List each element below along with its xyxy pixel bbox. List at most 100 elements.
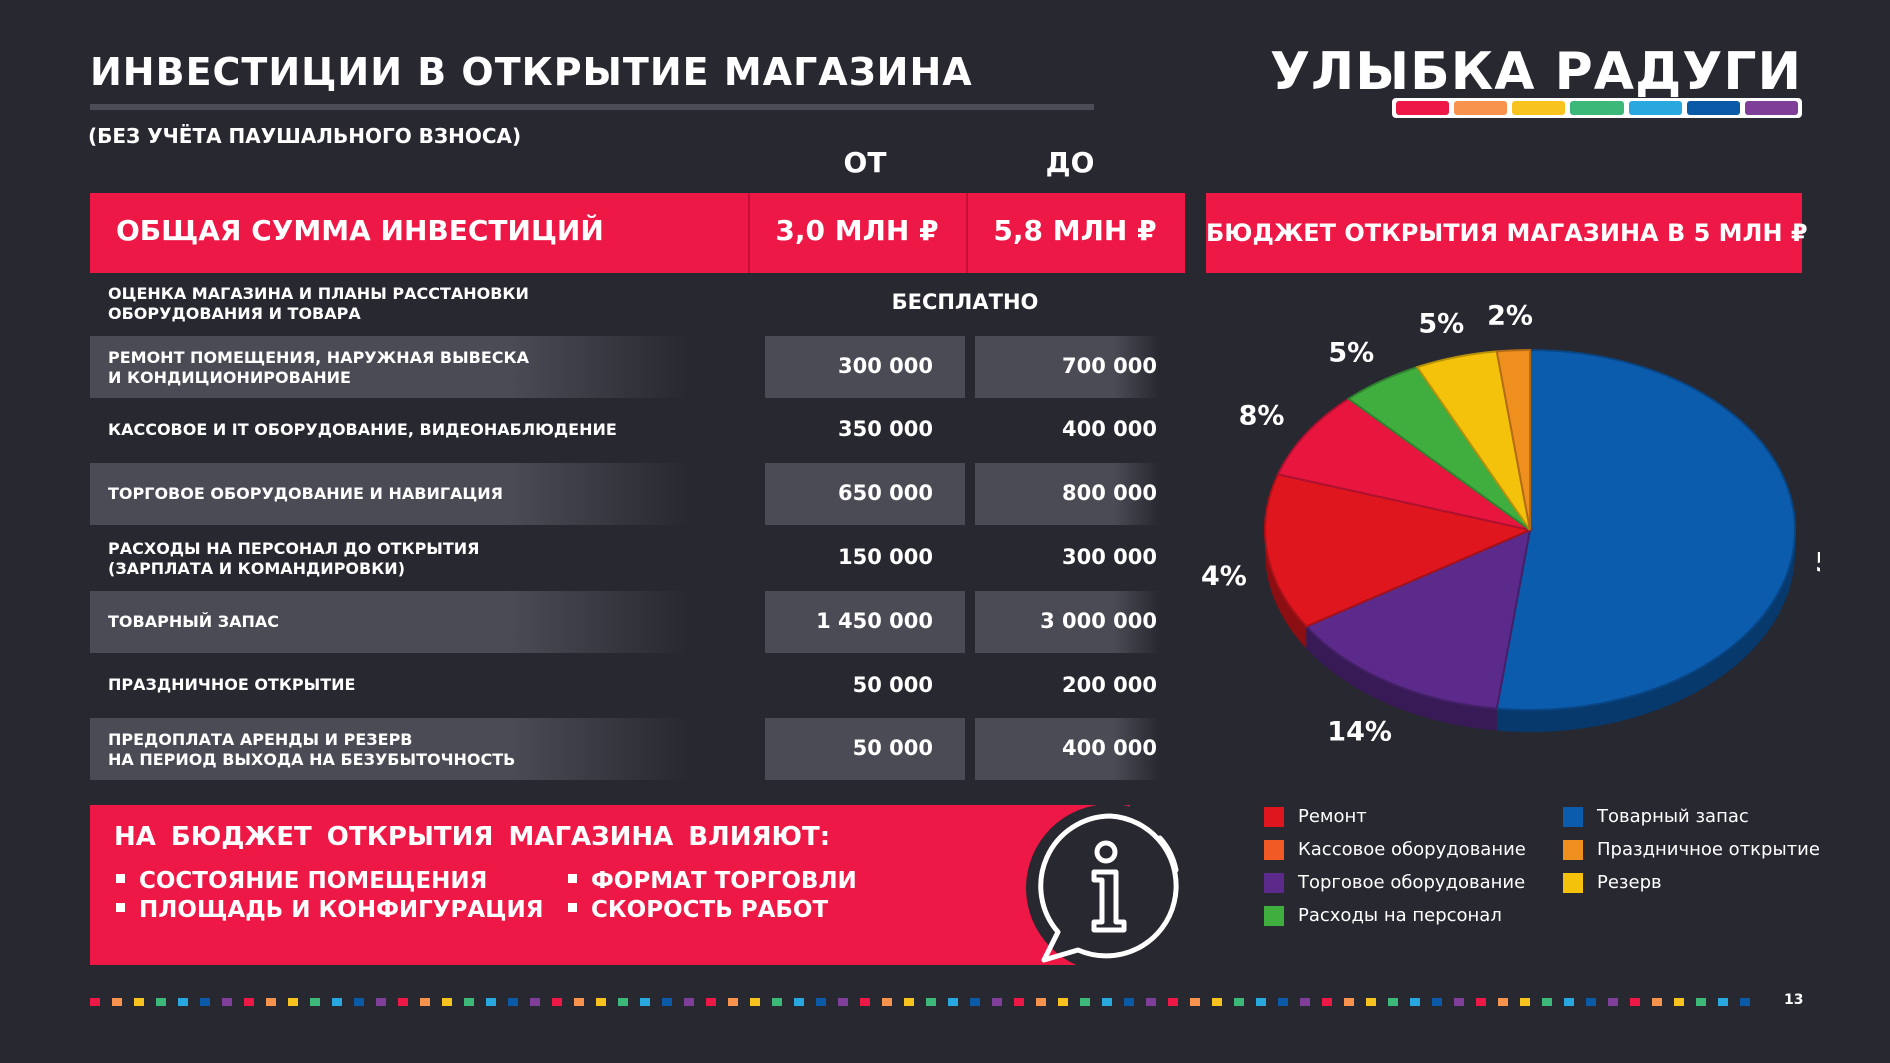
dash-segment [1674, 998, 1684, 1006]
pie-slice-label: 8% [1239, 400, 1285, 431]
cell-bg [765, 718, 965, 780]
bullet-icon [116, 874, 125, 883]
dash-segment [1498, 998, 1508, 1006]
table-cell-from: 350 000 [838, 417, 933, 441]
pie-slice-label: 52% [1815, 548, 1820, 579]
dash-segment [354, 998, 364, 1006]
dash-segment [1410, 998, 1420, 1006]
dash-segment [156, 998, 166, 1006]
table-cell-from: 1 450 000 [816, 609, 933, 633]
logo-stripe-segment [1396, 101, 1450, 115]
dash-segment [508, 998, 518, 1006]
table-cell-to: 400 000 [1062, 736, 1157, 760]
dash-segment [1432, 998, 1442, 1006]
dash-segment [178, 998, 188, 1006]
column-head-to: ДО [1045, 146, 1095, 179]
logo-stripe-segment [1570, 101, 1624, 115]
factors-title: НА БЮДЖЕТ ОТКРЫТИЯ МАГАЗИНА ВЛИЯЮТ: [114, 822, 831, 852]
dash-segment [442, 998, 452, 1006]
bullet-icon [568, 874, 577, 883]
table-cell-to: 400 000 [1062, 417, 1157, 441]
factor-item: ПЛОЩАДЬ И КОНФИГУРАЦИЯ [116, 897, 543, 923]
dash-segment [1036, 998, 1046, 1006]
table-row-label: РЕМОНТ ПОМЕЩЕНИЯ, НАРУЖНАЯ ВЫВЕСКА И КОН… [108, 348, 529, 387]
budget-pie-chart: 52% 14% 14% 8% 5% 5% 2% [1200, 300, 1820, 747]
table-cell-to: 300 000 [1062, 545, 1157, 569]
dash-segment [1608, 998, 1618, 1006]
dash-segment [420, 998, 430, 1006]
row-label-free: ОЦЕНКА МАГАЗИНА И ПЛАНЫ РАССТАНОВКИ ОБОР… [108, 284, 529, 323]
dash-segment [926, 998, 936, 1006]
legend-item: Кассовое оборудование [1264, 839, 1526, 860]
legend-swatch [1264, 905, 1284, 926]
dash-segment [1542, 998, 1552, 1006]
budget-title-bar [1206, 193, 1802, 273]
total-divider [966, 193, 968, 273]
dash-segment [1190, 998, 1200, 1006]
cell-bg [975, 718, 1160, 780]
rainbow-dash-line [90, 998, 1780, 1006]
table-cell-to: 200 000 [1062, 673, 1157, 697]
cell-bg [975, 591, 1160, 653]
dash-segment [574, 998, 584, 1006]
logo-stripe-segment [1686, 101, 1740, 115]
dash-segment [1234, 998, 1244, 1006]
logo-stripe-segment [1628, 101, 1682, 115]
dash-segment [1014, 998, 1024, 1006]
dash-segment [1740, 998, 1750, 1006]
total-to-value: 5,8 МЛН ₽ [993, 214, 1157, 247]
pie-slice-label: 5% [1418, 309, 1464, 340]
logo-stripe-segment [1512, 101, 1566, 115]
total-investment-bar [90, 193, 1185, 273]
dash-segment [706, 998, 716, 1006]
legend-label: Товарный запас [1597, 806, 1749, 827]
total-from-value: 3,0 МЛН ₽ [775, 214, 939, 247]
dash-segment [948, 998, 958, 1006]
pie-slice-label: 14% [1327, 716, 1392, 747]
legend-item: Товарный запас [1563, 806, 1749, 827]
dash-segment [310, 998, 320, 1006]
dash-segment [1212, 998, 1222, 1006]
bullet-icon [568, 903, 577, 912]
legend-swatch [1264, 806, 1284, 827]
total-investment-label: ОБЩАЯ СУММА ИНВЕСТИЦИЙ [116, 214, 604, 247]
dash-segment [1168, 998, 1178, 1006]
table-row-label: ПРАЗДНИЧНОЕ ОТКРЫТИЕ [108, 675, 356, 694]
logo-stripe-segment [1454, 101, 1508, 115]
table-row-bg [90, 336, 690, 398]
dash-segment [970, 998, 980, 1006]
legend-swatch [1264, 839, 1284, 860]
dash-segment [750, 998, 760, 1006]
dash-segment [1476, 998, 1486, 1006]
dash-segment [1344, 998, 1354, 1006]
logo-rainbow-stripe [1392, 98, 1802, 118]
legend-swatch [1563, 872, 1583, 893]
page-number: 13 [1784, 992, 1804, 1008]
dash-segment [1586, 998, 1596, 1006]
pie-slice-side [1306, 626, 1497, 731]
dash-segment [1300, 998, 1310, 1006]
dash-segment [684, 998, 694, 1006]
table-cell-to: 700 000 [1062, 354, 1157, 378]
dash-segment [1102, 998, 1112, 1006]
chart-title: БЮДЖЕТ ОТКРЫТИЯ МАГАЗИНА В 5 МЛН ₽ [1206, 219, 1808, 247]
dash-segment [904, 998, 914, 1006]
cell-bg [975, 463, 1160, 525]
factor-item: СКОРОСТЬ РАБОТ [568, 897, 828, 923]
dash-segment [728, 998, 738, 1006]
page-title: ИНВЕСТИЦИИ В ОТКРЫТИЕ МАГАЗИНА [90, 50, 973, 94]
dash-segment [1146, 998, 1156, 1006]
dash-segment [860, 998, 870, 1006]
dash-segment [794, 998, 804, 1006]
dash-segment [112, 998, 122, 1006]
pie-slice [1276, 397, 1531, 531]
dash-segment [1520, 998, 1530, 1006]
pie-slice-side [1496, 530, 1795, 732]
dash-segment [464, 998, 474, 1006]
dash-segment [640, 998, 650, 1006]
dash-segment [1454, 998, 1464, 1006]
pie-slice [1304, 528, 1532, 710]
factor-item: ФОРМАТ ТОРГОВЛИ [568, 868, 857, 894]
dash-segment [618, 998, 628, 1006]
dash-segment [530, 998, 540, 1006]
